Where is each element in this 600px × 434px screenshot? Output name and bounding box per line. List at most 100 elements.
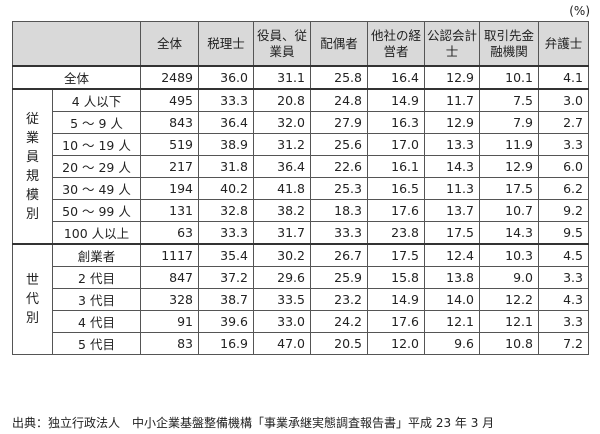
header-cell: 役員、従業員 [253,21,311,67]
header-cell: 弁護士 [538,21,589,67]
value-cell: 6.0 [538,155,589,178]
value-cell: 16.9 [198,332,254,355]
value-cell: 217 [140,155,199,178]
value-cell: 47.0 [253,332,311,355]
value-cell: 847 [140,266,199,289]
value-cell: 495 [140,88,199,112]
value-cell: 7.2 [538,332,589,355]
value-cell: 25.8 [310,65,368,90]
row-label: 2 代目 [52,266,141,289]
value-cell: 3.0 [538,88,589,112]
value-cell: 31.7 [253,221,311,245]
value-cell: 32.0 [253,111,311,134]
value-cell: 13.7 [424,199,480,222]
value-cell: 17.6 [367,310,425,333]
value-cell: 14.3 [424,155,480,178]
value-cell: 328 [140,288,199,311]
header-cell: 取引先金融機関 [479,21,539,67]
value-cell: 25.9 [310,266,368,289]
row-label: 10 ～ 19 人 [52,133,141,156]
value-cell: 10.7 [479,199,539,222]
value-cell: 519 [140,133,199,156]
value-cell: 24.2 [310,310,368,333]
value-cell: 131 [140,199,199,222]
value-cell: 13.8 [424,266,480,289]
value-cell: 12.9 [424,111,480,134]
value-cell: 9.6 [424,332,480,355]
header-row: 全体 税理士 役員、従業員 配偶者 他社の経営者 公認会計士 取引先金融機関 弁… [12,21,589,67]
value-cell: 14.9 [367,88,425,112]
value-cell: 3.3 [538,310,589,333]
value-cell: 6.2 [538,177,589,200]
value-cell: 11.9 [479,133,539,156]
row-label: 50 ～ 99 人 [52,199,141,222]
value-cell: 91 [140,310,199,333]
value-cell: 2.7 [538,111,589,134]
value-cell: 17.5 [424,221,480,245]
value-cell: 2489 [140,65,199,90]
value-cell: 17.5 [479,177,539,200]
value-cell: 12.0 [367,332,425,355]
value-cell: 4.5 [538,243,589,267]
header-cell: 公認会計士 [424,21,480,67]
value-cell: 32.8 [198,199,254,222]
table-row: 2 代目 847 37.2 29.6 25.9 15.8 13.8 9.0 3.3 [13,266,589,289]
value-cell: 1117 [140,243,199,267]
source-note: 出典：独立行政法人 中小企業基盤整備機構「事業承継実態調査報告書」平成 23 年… [12,416,495,430]
value-cell: 25.6 [310,133,368,156]
value-cell: 35.4 [198,243,254,267]
row-label: 100 人以上 [52,221,141,245]
value-cell: 38.7 [198,288,254,311]
value-cell: 23.2 [310,288,368,311]
value-cell: 31.2 [253,133,311,156]
value-cell: 12.4 [424,243,480,267]
value-cell: 13.3 [424,133,480,156]
value-cell: 12.9 [479,155,539,178]
group-label: 従業員規模別 [12,88,53,245]
value-cell: 33.5 [253,288,311,311]
value-cell: 36.4 [253,155,311,178]
value-cell: 7.5 [479,88,539,112]
value-cell: 12.1 [479,310,539,333]
value-cell: 12.9 [424,65,480,90]
value-cell: 4.1 [538,65,589,90]
value-cell: 10.3 [479,243,539,267]
row-label: 4 代目 [52,310,141,333]
row-label: 5 ～ 9 人 [52,111,141,134]
table-row: 20 ～ 29 人 217 31.8 36.4 22.6 16.1 14.3 12.9 6.0 [13,155,589,178]
value-cell: 4.3 [538,288,589,311]
table-body: 全体 2489 36.0 31.1 25.8 16.4 12.9 10.1 4.1 従業員規模別 4… [12,65,589,355]
value-cell: 20.8 [253,88,311,112]
table-row-total: 全体 2489 36.0 31.1 25.8 16.4 12.9 10.1 4.1 [12,65,589,90]
group-label-text: 世代別 [26,273,40,326]
value-cell: 11.3 [424,177,480,200]
row-label: 20 ～ 29 人 [52,155,141,178]
value-cell: 3.3 [538,133,589,156]
table-row: 100 人以上 63 33.3 31.7 33.3 23.8 17.5 14.3 9.5 [13,221,589,245]
value-cell: 33.3 [310,221,368,245]
value-cell: 9.5 [538,221,589,245]
value-cell: 36.0 [198,65,254,90]
value-cell: 27.9 [310,111,368,134]
value-cell: 20.5 [310,332,368,355]
value-cell: 33.3 [198,221,254,245]
value-cell: 29.6 [253,266,311,289]
value-cell: 18.3 [310,199,368,222]
value-cell: 11.7 [424,88,480,112]
value-cell: 40.2 [198,177,254,200]
group-label-text: 従業員規模別 [26,111,40,222]
row-label: 全体 [12,65,141,90]
table-row: 従業員規模別 4 人以下 495 33.3 20.8 24.8 14.9 11.7 7.5 3.0 [12,88,589,245]
table-row: 世代別 創業者 1117 35.4 30.2 26.7 17.5 12.4 10.3 4.5 [12,243,589,355]
value-cell: 16.1 [367,155,425,178]
value-cell: 12.1 [424,310,480,333]
value-cell: 9.2 [538,199,589,222]
value-cell: 16.4 [367,65,425,90]
row-label: 3 代目 [52,288,141,311]
value-cell: 14.9 [367,288,425,311]
value-cell: 17.6 [367,199,425,222]
table-row: 3 代目 328 38.7 33.5 23.2 14.9 14.0 12.2 4.3 [13,288,589,311]
row-label: 創業者 [52,243,141,267]
value-cell: 3.3 [538,266,589,289]
value-cell: 33.3 [198,88,254,112]
